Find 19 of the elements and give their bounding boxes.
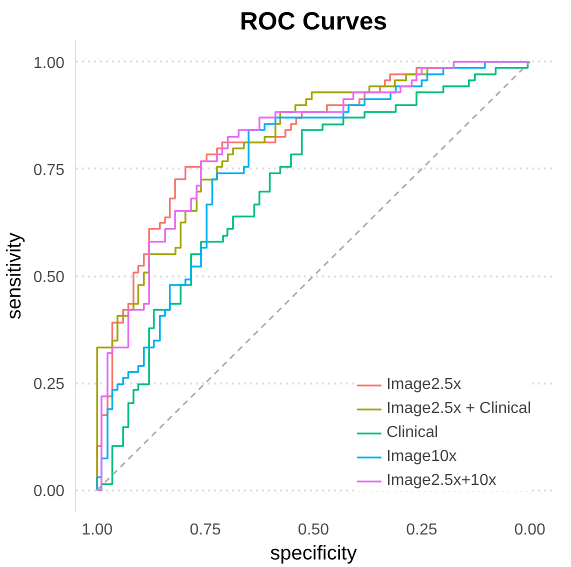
legend-label: Image2.5x — [386, 376, 462, 394]
y-tick-label: 0.50 — [33, 269, 65, 286]
y-tick-label: 0.25 — [33, 376, 65, 394]
y-tick-label: 0.00 — [33, 483, 65, 500]
legend-label: Image2.5x+10x — [386, 472, 496, 490]
line-series — [96, 61, 531, 491]
legend-label: Image10x — [386, 448, 457, 466]
x-tick-label: 0.75 — [190, 522, 221, 538]
x-axis-title: specificity — [270, 542, 357, 564]
x-tick-label: 1.00 — [82, 522, 113, 538]
x-tick-label: 0.25 — [406, 522, 438, 538]
x-tick-label: 0.50 — [298, 522, 330, 538]
chart-title: ROC Curves — [240, 8, 388, 36]
x-tick-label: 0.00 — [514, 522, 546, 538]
y-axis-title: sensitivity — [3, 232, 26, 320]
legend-label: Image2.5x + Clinical — [386, 400, 531, 418]
y-tick-label: 0.75 — [33, 162, 65, 179]
y-tick-label: 1.00 — [33, 54, 65, 72]
legend-label: Clinical — [386, 424, 438, 442]
